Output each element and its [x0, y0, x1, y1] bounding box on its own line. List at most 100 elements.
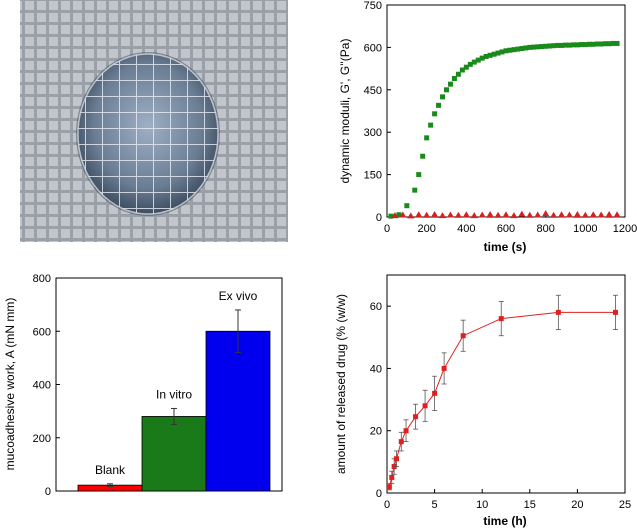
y-tick-label: 450: [364, 85, 382, 97]
data-point: [407, 212, 415, 219]
y-tick-label: 600: [33, 326, 51, 338]
data-point: [558, 211, 566, 218]
data-point: [479, 55, 485, 61]
data-point: [475, 57, 481, 63]
x-tick-label: 600: [497, 223, 515, 235]
data-point: [440, 94, 446, 100]
release-chart: 0 20 40 60 0 5 10 15 20 25 time (h) amount of re…: [334, 274, 631, 528]
data-point: [614, 40, 620, 46]
mucoadhesion-y-axis: 0 200 400 600 800: [33, 273, 60, 498]
y-tick-label: 750: [364, 0, 382, 12]
data-point: [586, 41, 592, 47]
data-point: [555, 42, 561, 48]
data-point: [582, 42, 588, 48]
data-point: [441, 365, 447, 371]
data-point: [542, 210, 550, 217]
data-point: [423, 211, 431, 218]
data-point: [602, 41, 608, 47]
data-point: [551, 43, 557, 49]
data-point: [451, 75, 457, 81]
data-point: [471, 59, 477, 65]
y-tick-label: 40: [370, 363, 382, 375]
x-tick-label: 25: [619, 499, 631, 511]
bar: [141, 416, 207, 492]
data-point: [578, 42, 584, 48]
data-point: [432, 390, 438, 396]
data-point: [565, 211, 573, 218]
data-point: [389, 474, 395, 480]
release-x-axis: 0 5 10 15 20 25: [384, 489, 631, 511]
data-point: [502, 211, 510, 218]
mucoadhesion-chart: 0 200 400 600 800 Blank In vitro Ex vivo mucoa…: [3, 273, 283, 498]
data-point: [610, 40, 616, 46]
data-point: [444, 87, 449, 93]
release-data-series: [386, 294, 618, 491]
y-tick-label: 0: [376, 212, 382, 224]
bar-category-label: In vitro: [156, 387, 192, 401]
data-point: [612, 309, 618, 315]
y-tick-label: 0: [45, 486, 51, 498]
x-tick-label: 0: [384, 499, 390, 511]
data-point: [446, 211, 454, 218]
data-point: [428, 122, 434, 128]
x-tick-label: 5: [432, 499, 438, 511]
data-point: [487, 52, 493, 58]
data-point: [563, 42, 568, 48]
data-point: [598, 41, 604, 47]
data-point: [424, 135, 430, 141]
data-point: [515, 46, 521, 52]
data-point: [590, 41, 596, 47]
data-point: [510, 212, 518, 219]
y-tick-label: 600: [364, 42, 382, 54]
data-point: [454, 211, 462, 218]
data-point: [559, 42, 565, 48]
data-point: [594, 41, 600, 47]
data-point: [455, 71, 461, 77]
data-point: [416, 172, 422, 178]
data-point: [526, 211, 534, 218]
data-point: [403, 428, 409, 434]
data-point: [547, 43, 553, 49]
y-tick-label: 0: [376, 488, 382, 500]
release-plot-frame: [386, 274, 626, 494]
y-tick-label: 20: [370, 426, 382, 438]
data-point: [511, 47, 517, 53]
bar-category-label: Blank: [95, 463, 126, 477]
data-point: [543, 43, 549, 49]
data-point: [439, 212, 447, 219]
x-tick-label: 20: [571, 499, 583, 511]
data-point: [432, 111, 438, 117]
release-y-axis-label: amount of released drug (% (w/w): [334, 294, 348, 474]
data-point: [605, 210, 613, 217]
rheology-chart: 0 150 300 450 600 750 0 200 400 600 800 1000 1200 t…: [338, 0, 637, 254]
data-point: [581, 211, 589, 218]
y-tick-label: 800: [33, 273, 51, 285]
data-point: [447, 81, 453, 87]
data-point: [399, 211, 407, 218]
rheology-data-points: [388, 40, 621, 219]
rheology-x-axis: 0 200 400 600 800 1000 1200: [384, 213, 637, 235]
data-point: [413, 414, 419, 420]
y-tick-label: 200: [33, 433, 51, 445]
data-point: [589, 211, 597, 218]
data-point: [459, 67, 465, 73]
data-point: [467, 61, 473, 67]
data-point: [394, 456, 400, 462]
data-point: [507, 47, 513, 53]
data-point: [463, 64, 469, 70]
data-point: [412, 187, 418, 193]
y-tick-label: 400: [33, 380, 51, 392]
data-point: [431, 210, 439, 217]
data-point: [535, 44, 541, 50]
x-tick-label: 800: [536, 223, 554, 235]
rheology-plot-frame: [386, 4, 626, 218]
bar: [205, 330, 271, 492]
data-point: [570, 42, 576, 48]
x-tick-label: 1000: [573, 223, 597, 235]
data-point: [597, 211, 605, 218]
x-tick-label: 400: [457, 223, 475, 235]
bar-category-label: Ex vivo: [219, 289, 258, 303]
data-point: [462, 211, 470, 218]
release-y-axis: 0 20 40 60: [370, 301, 391, 500]
x-tick-label: 0: [384, 223, 390, 235]
